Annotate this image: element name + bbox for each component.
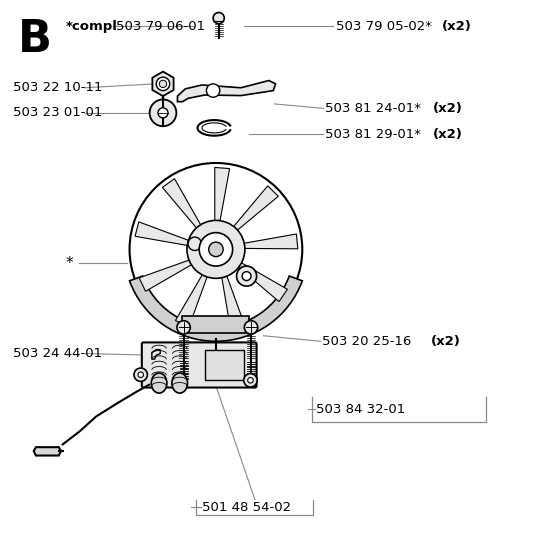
Circle shape [244, 321, 258, 334]
Polygon shape [232, 186, 278, 231]
Circle shape [150, 100, 176, 126]
FancyBboxPatch shape [142, 342, 256, 388]
Circle shape [236, 266, 256, 286]
Polygon shape [152, 72, 174, 96]
Circle shape [187, 221, 245, 278]
Circle shape [129, 163, 302, 336]
Polygon shape [152, 349, 160, 359]
Circle shape [188, 237, 202, 250]
Circle shape [242, 272, 251, 281]
Circle shape [177, 321, 190, 334]
Text: 501 48 54-02: 501 48 54-02 [202, 501, 291, 514]
Circle shape [156, 77, 170, 91]
Polygon shape [237, 262, 287, 302]
Polygon shape [162, 179, 202, 230]
Text: 503 20 25-16: 503 20 25-16 [322, 335, 411, 348]
Polygon shape [34, 447, 61, 455]
Circle shape [244, 374, 257, 387]
Circle shape [207, 84, 220, 97]
Polygon shape [221, 274, 245, 330]
Polygon shape [135, 222, 190, 246]
Text: (x2): (x2) [431, 335, 460, 348]
Text: 503 84 32-01: 503 84 32-01 [316, 403, 405, 416]
Text: (x2): (x2) [442, 20, 472, 33]
Text: 503 24 44-01: 503 24 44-01 [12, 347, 102, 360]
Text: 503 81 24-01*: 503 81 24-01* [325, 102, 421, 115]
Text: B: B [18, 18, 52, 61]
Circle shape [138, 372, 143, 377]
Text: 503 79 06-01: 503 79 06-01 [115, 20, 205, 33]
Text: 503 81 29-01*: 503 81 29-01* [325, 128, 421, 141]
Wedge shape [129, 276, 302, 341]
Polygon shape [178, 81, 276, 102]
Polygon shape [183, 316, 249, 333]
Text: 503 23 01-01: 503 23 01-01 [12, 106, 102, 119]
Ellipse shape [151, 373, 167, 393]
Text: (x2): (x2) [433, 128, 463, 141]
Circle shape [158, 108, 168, 118]
Circle shape [213, 12, 224, 24]
Circle shape [134, 368, 147, 381]
Text: (x2): (x2) [433, 102, 463, 115]
Text: 503 79 05-02*: 503 79 05-02* [336, 20, 432, 33]
Circle shape [209, 242, 223, 256]
Circle shape [159, 80, 167, 87]
Polygon shape [215, 167, 230, 223]
Text: 503 22 10-11: 503 22 10-11 [12, 81, 102, 94]
Circle shape [248, 377, 253, 383]
Text: *compl: *compl [66, 20, 118, 33]
Bar [205, 349, 244, 380]
Text: *: * [66, 256, 73, 271]
Circle shape [199, 232, 232, 266]
Polygon shape [175, 273, 208, 326]
Polygon shape [242, 234, 298, 249]
Polygon shape [139, 259, 193, 291]
Ellipse shape [172, 373, 188, 393]
